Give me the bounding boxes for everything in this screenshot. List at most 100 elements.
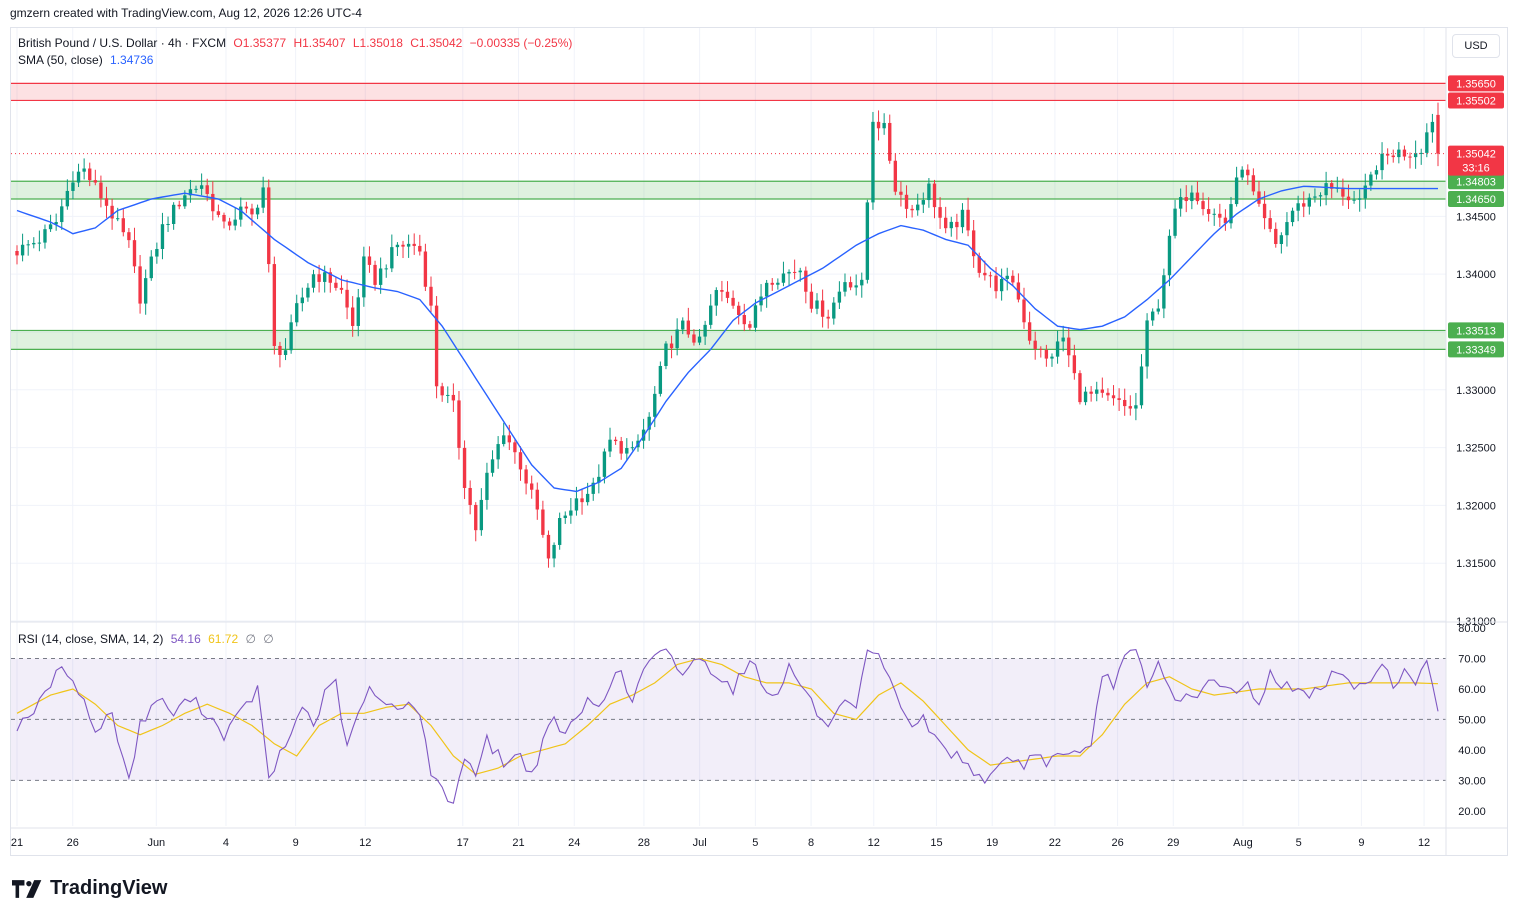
- candle-body: [474, 504, 478, 531]
- rsi-tick-label: 20.00: [1458, 806, 1486, 818]
- tradingview-logo-text: TradingView: [50, 877, 168, 899]
- candle-body: [82, 168, 86, 172]
- candle-body: [300, 297, 304, 304]
- candle-body: [160, 224, 165, 249]
- candle-body: [871, 121, 875, 203]
- candle-body: [653, 393, 657, 417]
- candle-body: [1134, 405, 1138, 409]
- candle-body: [406, 243, 411, 247]
- time-tick-label: 28: [638, 837, 650, 849]
- candle-body: [199, 185, 204, 189]
- candle-body: [1229, 204, 1233, 224]
- candle-body: [48, 224, 53, 230]
- candle-body: [267, 187, 271, 265]
- candle-body: [882, 122, 886, 129]
- low-value: L1.35018: [352, 36, 403, 50]
- candle-body: [1173, 208, 1177, 236]
- candle-body: [1162, 275, 1166, 309]
- candle-body: [916, 204, 920, 211]
- candle-body: [1385, 153, 1390, 156]
- candle-body: [546, 534, 551, 559]
- tradingview-logo[interactable]: TradingView: [12, 877, 167, 900]
- candle-body: [748, 324, 752, 328]
- candle-body: [580, 498, 584, 503]
- candle-body: [1296, 203, 1300, 211]
- candle-body: [384, 268, 388, 270]
- candle-body: [675, 329, 679, 349]
- candle-body: [1005, 275, 1009, 280]
- last-price-label: 1.35042: [1456, 149, 1496, 161]
- zone-price-label: 1.34803: [1456, 176, 1496, 188]
- candle-body: [843, 282, 847, 292]
- candle-body: [977, 256, 981, 273]
- last-price-tag: [1448, 145, 1504, 176]
- candle-body: [1341, 187, 1345, 197]
- candle-body: [513, 442, 517, 453]
- candle-body: [1313, 196, 1317, 198]
- candle-body: [530, 483, 534, 490]
- candle-body: [183, 195, 187, 207]
- candle-body: [630, 447, 635, 449]
- sma-label[interactable]: SMA (50, close): [18, 53, 103, 67]
- candle-body: [1139, 366, 1144, 406]
- candle-body: [155, 248, 159, 257]
- candle-body: [1234, 177, 1239, 205]
- candle-body: [541, 509, 545, 535]
- candle-body: [787, 271, 791, 274]
- candle-body: [619, 441, 623, 454]
- candle-body: [211, 193, 215, 212]
- currency-button[interactable]: USD: [1452, 34, 1500, 58]
- candle-body: [1111, 395, 1116, 399]
- candle-body: [239, 206, 243, 220]
- candle-body: [1324, 183, 1328, 196]
- candle-body: [306, 287, 310, 298]
- candle-body: [910, 208, 914, 211]
- candle-body: [110, 205, 114, 219]
- candle-body: [983, 272, 987, 276]
- time-tick-label: 15: [930, 837, 942, 849]
- candle-body: [1145, 320, 1149, 367]
- candle-body: [563, 515, 567, 519]
- candle-body: [647, 416, 651, 430]
- candle-body: [776, 282, 780, 285]
- candle-body: [65, 190, 70, 207]
- zone-price-label: 1.33349: [1456, 344, 1496, 356]
- candle-body: [71, 182, 75, 191]
- candle-body: [227, 221, 232, 226]
- candle-body: [485, 472, 489, 500]
- candle-body: [323, 272, 327, 282]
- candle-body: [462, 447, 467, 488]
- candle-body: [93, 180, 98, 183]
- candle-body: [468, 487, 472, 505]
- candle-body: [1363, 185, 1367, 199]
- candle-body: [278, 345, 282, 355]
- candle-body: [1307, 197, 1312, 207]
- rsi-pane: [11, 648, 1446, 804]
- candle-body: [1067, 337, 1071, 356]
- candle-body: [938, 207, 942, 218]
- candle-body: [1044, 349, 1049, 359]
- candle-body: [328, 272, 332, 283]
- candle-body: [1027, 322, 1032, 341]
- time-tick-label: 8: [808, 837, 814, 849]
- candle-body: [1184, 197, 1188, 202]
- candle-body: [518, 452, 523, 470]
- candle-body: [664, 343, 668, 366]
- candle-body: [378, 268, 383, 285]
- candle-body: [709, 305, 713, 325]
- candle-body: [1397, 149, 1401, 158]
- rsi-label[interactable]: RSI (14, close, SMA, 14, 2): [18, 632, 164, 646]
- candle-body: [1011, 275, 1015, 283]
- candle-body: [20, 244, 25, 256]
- candle-body: [317, 274, 321, 282]
- tradingview-logo-icon: [12, 879, 42, 898]
- candle-body: [753, 305, 758, 328]
- candle-body: [1223, 217, 1228, 224]
- sma-line: [16, 185, 1438, 493]
- candle-body: [440, 386, 444, 396]
- symbol-label[interactable]: British Pound / U.S. Dollar · 4h · FXCM: [18, 36, 227, 50]
- candle-body: [88, 168, 92, 181]
- candle-body: [988, 275, 993, 277]
- candle-body: [222, 214, 226, 222]
